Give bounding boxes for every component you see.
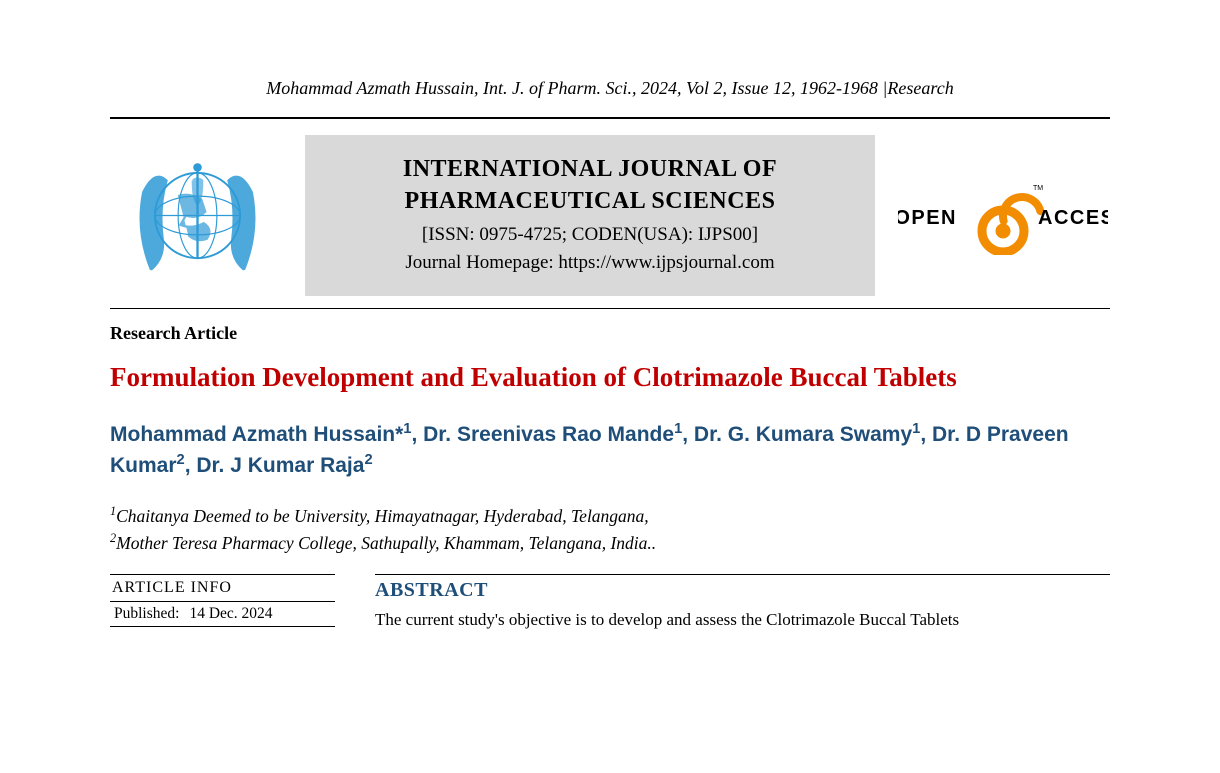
journal-issn: [ISSN: 0975-4725; CODEN(USA): IJPS00] (333, 224, 847, 246)
authors: Mohammad Azmath Hussain*1, Dr. Sreenivas… (110, 419, 1110, 482)
journal-info-box: INTERNATIONAL JOURNAL OF PHARMACEUTICAL … (305, 135, 875, 296)
open-access-badge: OPEN TM ACCESS (895, 175, 1110, 255)
article-title: Formulation Development and Evaluation o… (110, 358, 1110, 397)
oa-text-open: OPEN (898, 207, 957, 229)
journal-title-line2: PHARMACEUTICAL SCIENCES (333, 185, 847, 217)
affiliations: 1Chaitanya Deemed to be University, Hima… (110, 502, 1110, 556)
un-style-emblem-icon (120, 138, 275, 293)
info-row-published: Published: 14 Dec. 2024 (110, 602, 335, 627)
lower-columns: ARTICLE INFO Published: 14 Dec. 2024 ABS… (110, 574, 1110, 632)
oa-tm: TM (1033, 185, 1043, 192)
open-access-icon: OPEN TM ACCESS (898, 175, 1108, 255)
journal-title-line1: INTERNATIONAL JOURNAL OF (333, 153, 847, 185)
oa-text-access: ACCESS (1038, 207, 1108, 229)
rule-under-masthead (110, 308, 1110, 309)
article-info-heading: ARTICLE INFO (110, 574, 335, 602)
masthead: INTERNATIONAL JOURNAL OF PHARMACEUTICAL … (110, 119, 1110, 308)
article-type: Research Article (110, 323, 1110, 344)
journal-logo (110, 138, 285, 293)
abstract-column: ABSTRACT The current study's objective i… (375, 574, 1110, 632)
abstract-body: The current study's objective is to deve… (375, 608, 1110, 632)
journal-homepage: Journal Homepage: https://www.ijpsjourna… (333, 252, 847, 274)
article-info-column: ARTICLE INFO Published: 14 Dec. 2024 (110, 574, 335, 632)
info-value: 14 Dec. 2024 (189, 605, 272, 623)
abstract-heading: ABSTRACT (375, 574, 1110, 602)
info-label: Published: (114, 605, 179, 623)
running-head: Mohammad Azmath Hussain, Int. J. of Phar… (110, 78, 1110, 99)
